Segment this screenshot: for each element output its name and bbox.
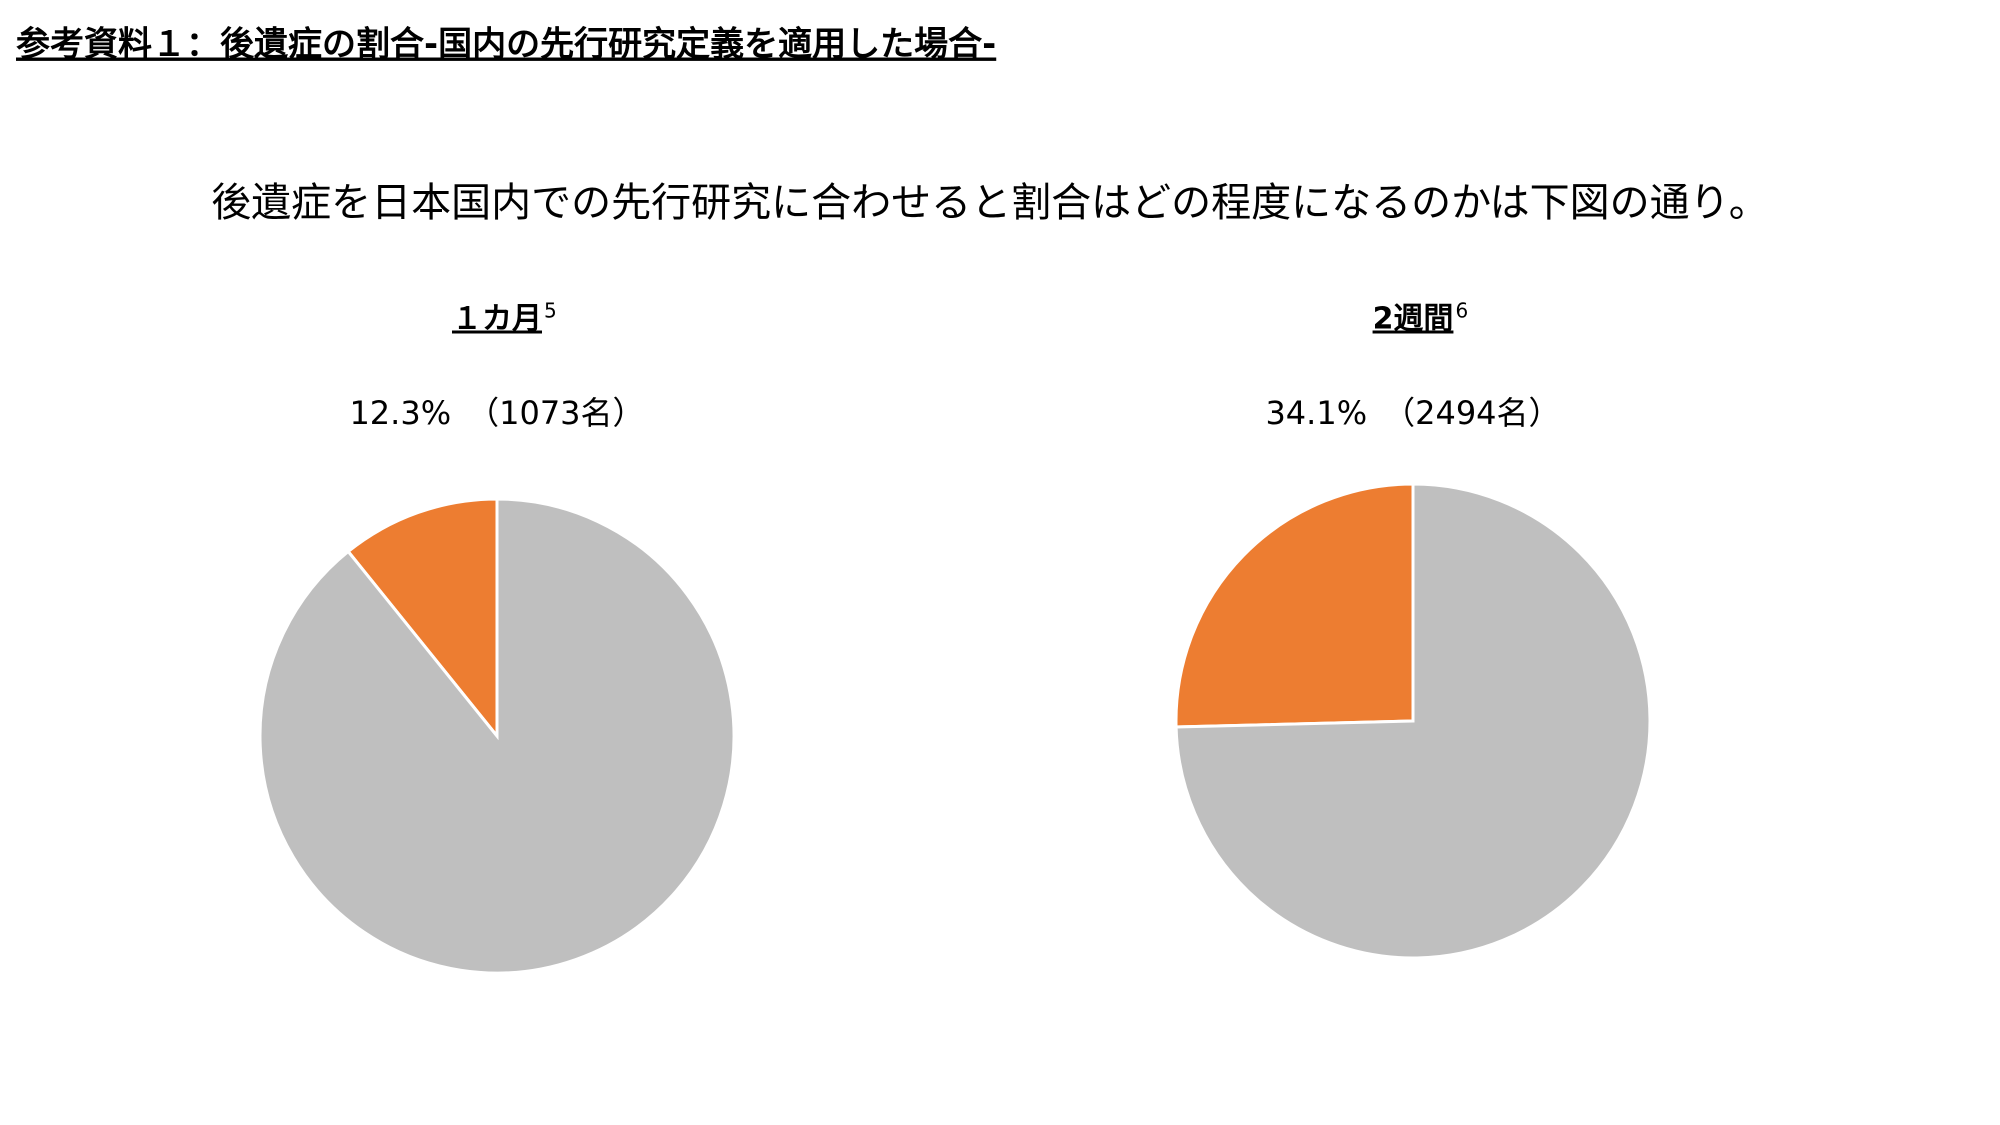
chart-subtitle: 34.1% （2494名） (1265, 394, 1560, 432)
pie-slice (346, 497, 499, 741)
pie-slice (1174, 482, 1652, 960)
chart-title-note: 6 (1455, 299, 1468, 323)
pie-slice (1174, 482, 1415, 729)
pie-slice (258, 497, 736, 975)
chart-title: １カ月 (452, 302, 542, 337)
chart-title-note: 5 (544, 299, 557, 323)
lead-text: 後遺症を日本国内での先行研究に合わせると割合はどの程度になるのかは下図の通り。 (211, 180, 1769, 226)
slide-title: 参考資料１：後遺症の割合-国内の先行研究定義を適用した場合- (16, 25, 996, 65)
chart-subtitle: 12.3% （1073名） (349, 394, 644, 432)
chart-title: 2週間 (1373, 302, 1454, 337)
